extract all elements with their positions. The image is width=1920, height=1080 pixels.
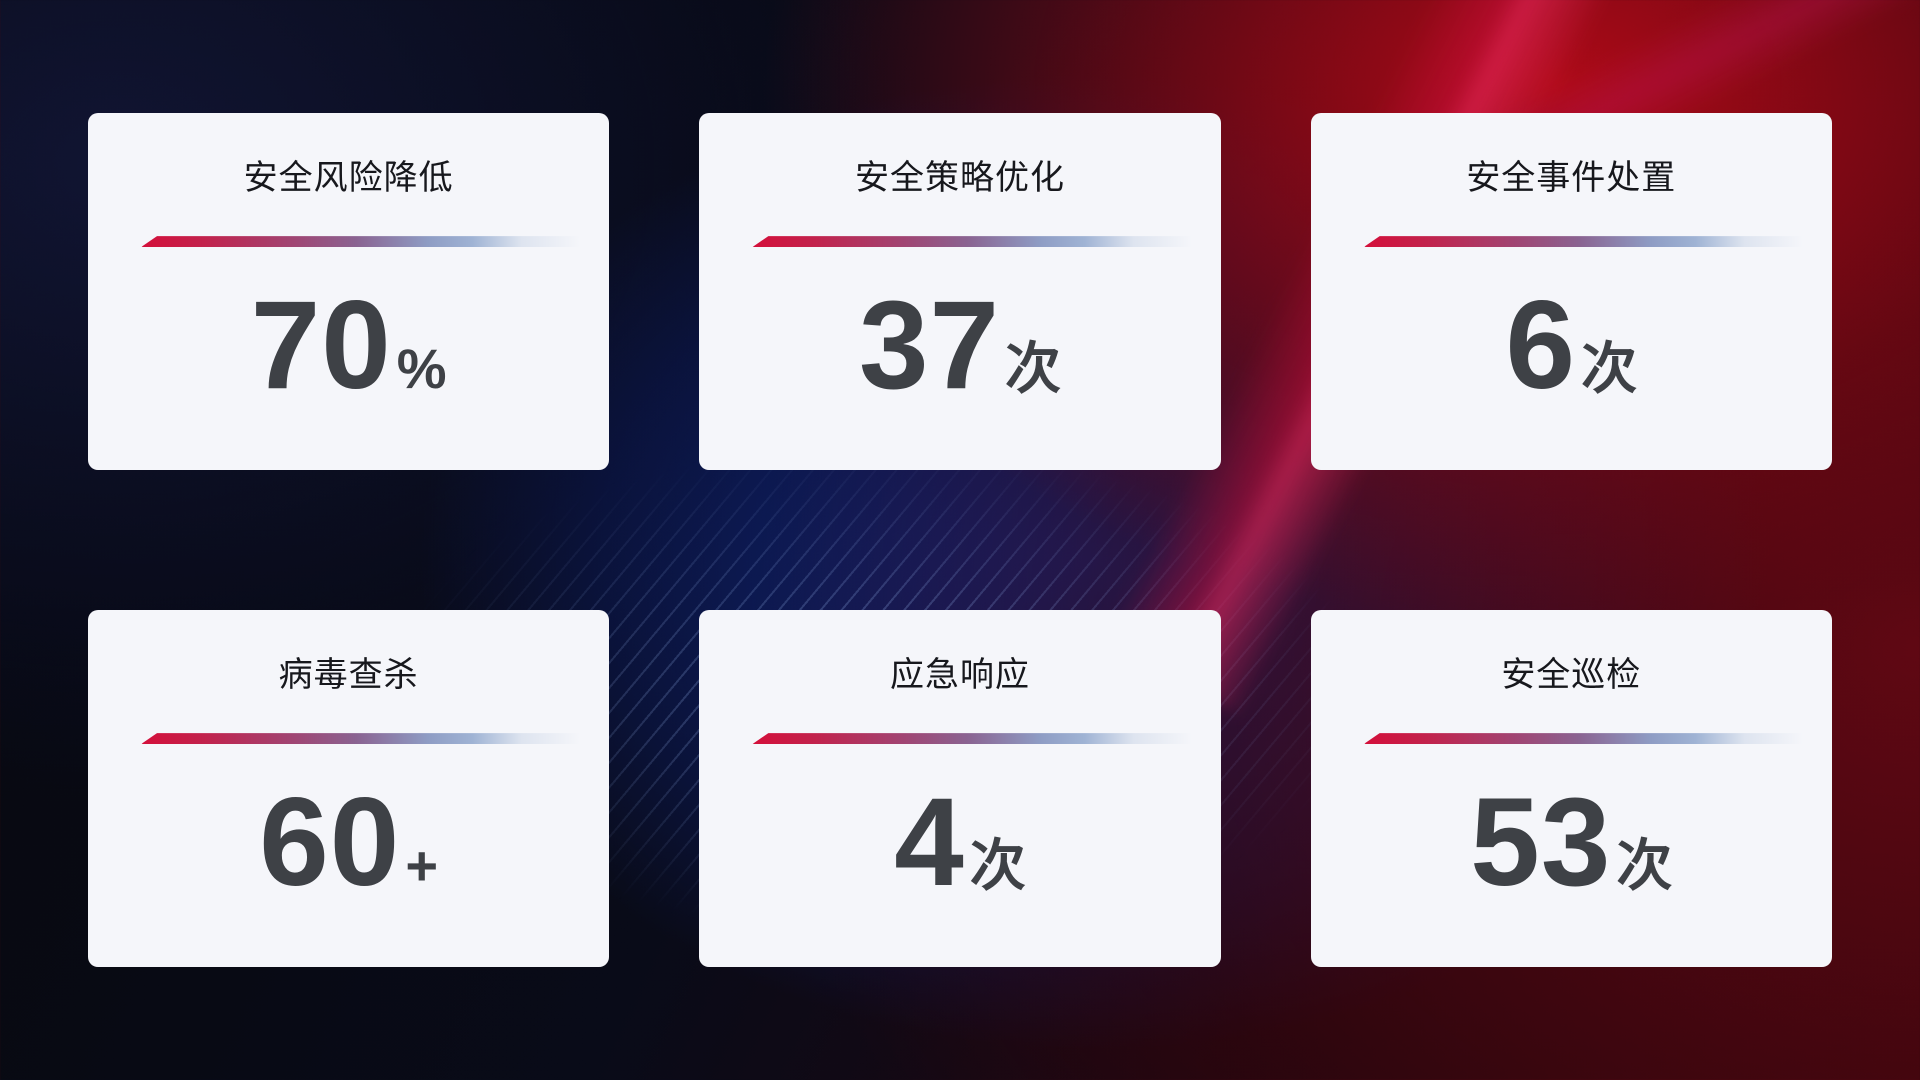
stat-card-incident-handling: 安全事件处置 6次: [1310, 113, 1832, 470]
stat-card-virus-scan: 病毒查杀 60+: [88, 610, 610, 967]
gradient-divider: [1363, 236, 1812, 248]
stat-value-row: 6次: [1311, 283, 1832, 408]
stat-card-security-risk: 安全风险降低 70%: [88, 113, 610, 470]
stat-value: 53: [1470, 773, 1612, 913]
stat-card-title: 安全风险降低: [243, 159, 454, 197]
gradient-divider: [1363, 733, 1812, 745]
stat-value: 70: [250, 276, 392, 416]
stat-value-row: 60+: [88, 780, 609, 905]
stat-card-security-inspection: 安全巡检 53次: [1310, 610, 1832, 967]
stat-value: 4: [894, 773, 965, 913]
stat-value: 60: [259, 773, 401, 913]
stat-card-title: 应急响应: [889, 656, 1030, 694]
stat-card-title: 安全事件处置: [1466, 159, 1677, 197]
stat-card-title: 安全策略优化: [854, 159, 1065, 197]
stat-value-row: 37次: [699, 283, 1220, 408]
gradient-divider: [752, 236, 1201, 248]
stat-unit: 次: [1581, 337, 1638, 401]
stat-card-emergency-response: 应急响应 4次: [699, 610, 1221, 967]
stat-card-title: 安全巡检: [1501, 656, 1642, 694]
stat-cards-grid: 安全风险降低 70% 安全策略优化 37次 安全事件处置 6次 病毒查杀 60+…: [88, 113, 1832, 967]
stat-value-row: 70%: [88, 283, 609, 408]
gradient-divider: [141, 236, 590, 248]
stat-unit: %: [396, 337, 447, 401]
stat-value: 37: [858, 276, 1001, 416]
stat-unit: 次: [969, 834, 1026, 898]
stat-value-row: 4次: [699, 780, 1220, 905]
stat-card-policy-optimization: 安全策略优化 37次: [699, 113, 1221, 470]
stat-unit: +: [405, 834, 439, 898]
gradient-divider: [752, 733, 1201, 745]
stat-unit: 次: [1616, 834, 1673, 898]
stat-value-row: 53次: [1311, 780, 1832, 905]
stat-card-title: 病毒查杀: [278, 656, 419, 694]
stat-unit: 次: [1005, 337, 1062, 401]
gradient-divider: [141, 733, 590, 745]
stat-value: 6: [1505, 276, 1577, 416]
